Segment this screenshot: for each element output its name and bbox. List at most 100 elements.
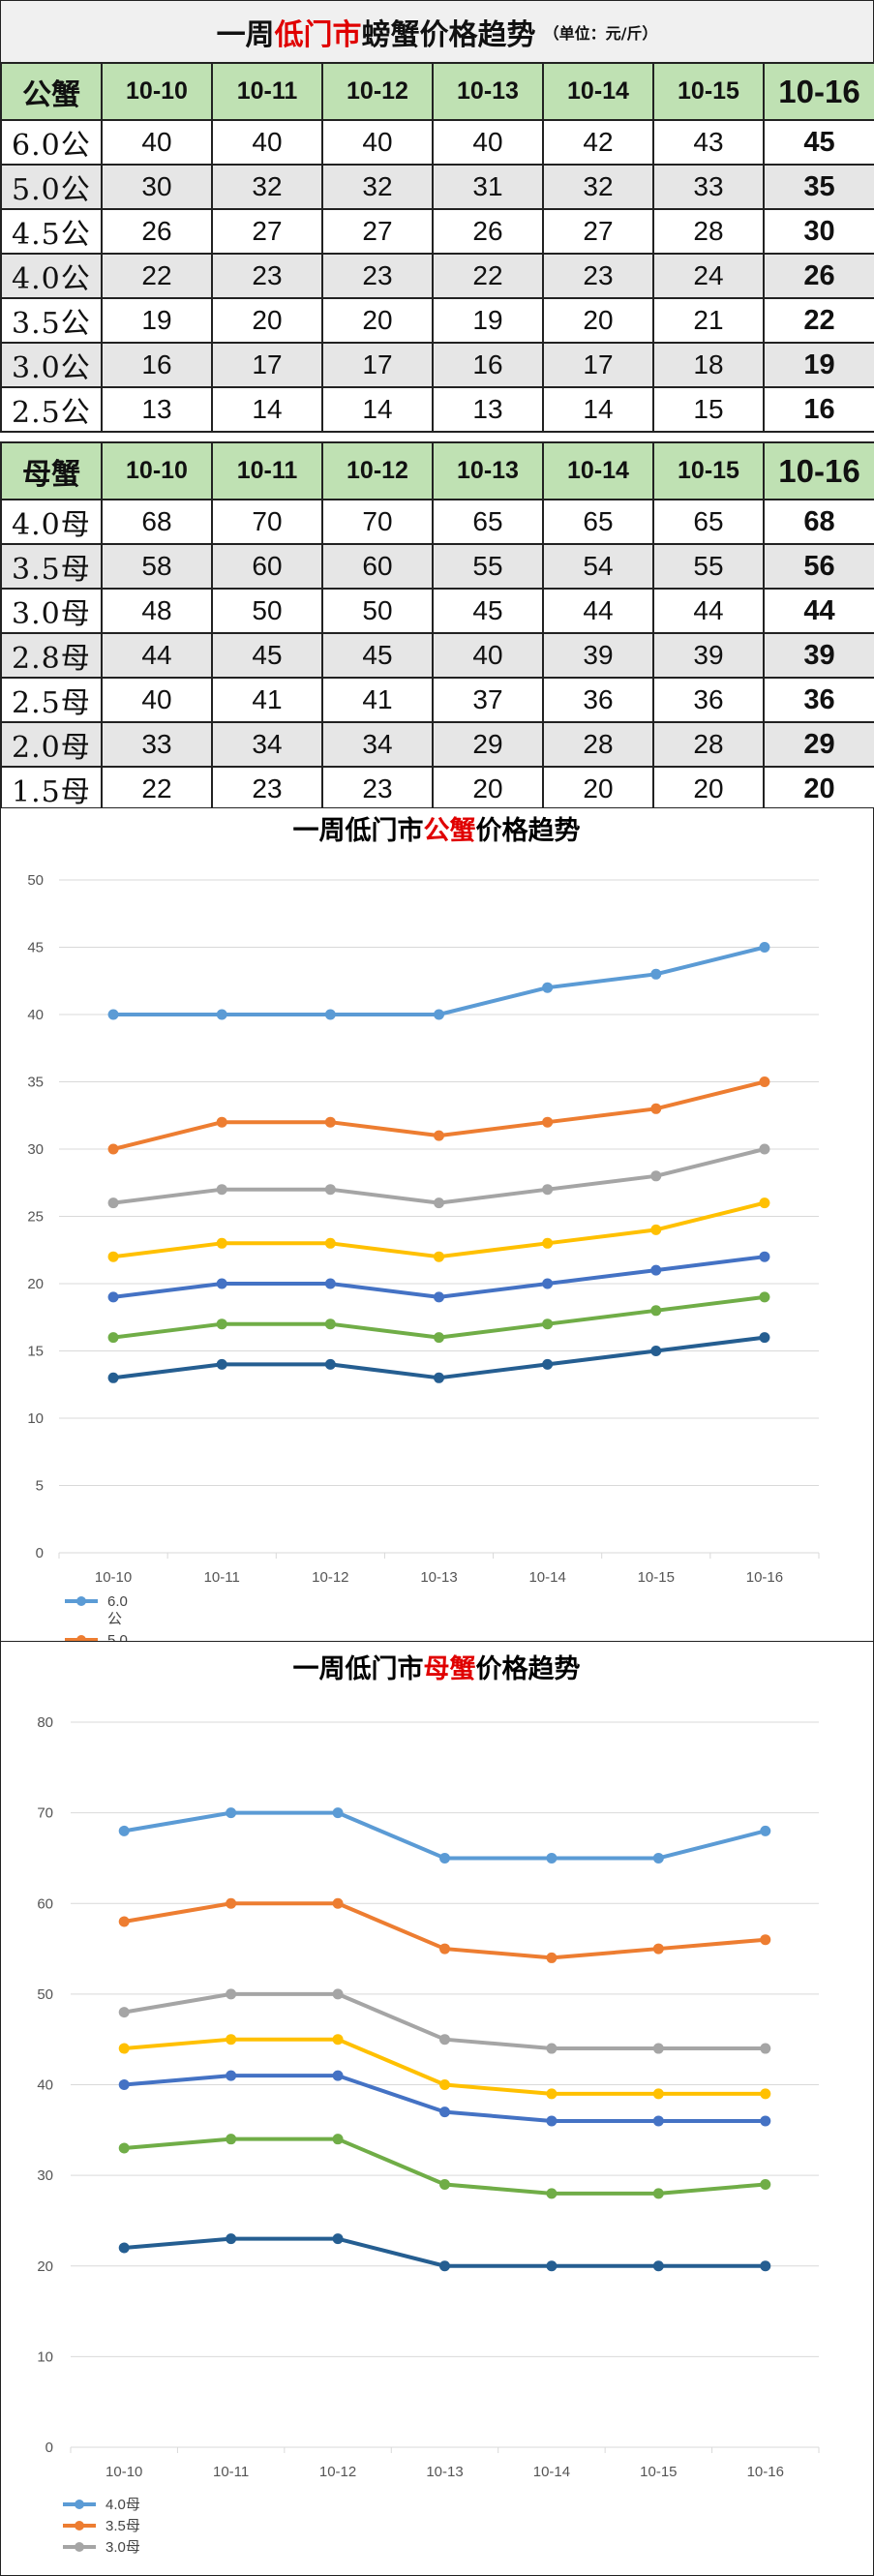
legend-label: 3.0母 xyxy=(105,2539,140,2556)
data-point xyxy=(759,1197,770,1209)
price-cell: 40 xyxy=(101,677,213,723)
y-tick-label: 10 xyxy=(37,2349,53,2365)
row-size-label: 5.0公 xyxy=(0,164,103,210)
price-cell: 26 xyxy=(101,208,213,255)
price-cell: 55 xyxy=(652,543,765,590)
title-unit: （单位：元/斤） xyxy=(543,23,658,43)
data-point xyxy=(226,2233,237,2245)
chart-title-part: 一周低门市 xyxy=(293,815,424,846)
data-point xyxy=(650,1224,662,1235)
header-date: 10-16 xyxy=(763,62,874,121)
series-line xyxy=(112,1200,766,1259)
price-cell: 23 xyxy=(321,253,434,299)
legend-label: 5.0 xyxy=(107,1632,128,1641)
data-point xyxy=(216,1237,227,1249)
header-date: 10-13 xyxy=(432,62,544,121)
data-point xyxy=(324,1358,336,1370)
row-size-label: 4.0母 xyxy=(0,499,103,545)
data-point xyxy=(332,1988,344,2000)
price-cell: 39 xyxy=(763,632,874,679)
data-point xyxy=(439,2034,450,2046)
x-tick-label: 10-11 xyxy=(204,1569,240,1586)
price-cell: 19 xyxy=(432,297,544,344)
price-cell: 40 xyxy=(321,119,434,166)
price-cell: 45 xyxy=(321,632,434,679)
data-point xyxy=(434,1009,444,1020)
table-row: 2.5母 40 41 41 37 36 36 36 xyxy=(0,677,874,723)
data-point xyxy=(760,1825,771,1836)
price-cell: 36 xyxy=(763,677,874,723)
row-size-label: 2.5公 xyxy=(0,386,103,433)
data-point xyxy=(226,1807,237,1819)
y-tick-label: 30 xyxy=(27,1141,44,1158)
price-cell: 20 xyxy=(542,297,654,344)
data-point xyxy=(118,2242,130,2254)
data-point xyxy=(652,2115,664,2127)
price-cell: 44 xyxy=(652,588,765,634)
price-cell: 19 xyxy=(763,342,874,388)
data-point xyxy=(434,1130,444,1141)
x-tick-label: 10-12 xyxy=(319,2464,356,2480)
price-cell: 41 xyxy=(321,677,434,723)
price-cell: 44 xyxy=(763,588,874,634)
data-point xyxy=(439,1943,450,1955)
data-point xyxy=(760,2115,771,2127)
row-size-label: 6.0公 xyxy=(0,119,103,166)
header-date: 10-11 xyxy=(211,62,323,121)
price-cell: 28 xyxy=(652,208,765,255)
table-row: 1.5母 22 23 23 20 20 20 20 xyxy=(0,766,874,812)
x-tick-label: 10-14 xyxy=(528,1569,565,1586)
data-point xyxy=(332,2233,344,2245)
x-tick-label: 10-16 xyxy=(746,1569,783,1586)
x-tick-label: 10-10 xyxy=(105,2464,142,2480)
price-cell: 35 xyxy=(763,164,874,210)
data-point xyxy=(216,1009,227,1020)
data-point xyxy=(546,1852,558,1864)
data-point xyxy=(332,2070,344,2081)
x-tick-label: 10-13 xyxy=(420,1569,457,1586)
table-row: 2.0母 33 34 34 29 28 28 29 xyxy=(0,721,874,768)
price-cell: 20 xyxy=(763,766,874,812)
price-cell: 31 xyxy=(432,164,544,210)
price-cell: 45 xyxy=(432,588,544,634)
price-cell: 68 xyxy=(101,499,213,545)
price-cell: 22 xyxy=(432,253,544,299)
price-cell: 34 xyxy=(211,721,323,768)
row-size-label: 2.8母 xyxy=(0,632,103,679)
data-point xyxy=(226,1897,237,1909)
female-crab-price-chart: 一周低门市母蟹价格趋势 0 10 20 30 40 50 60 70 80 10-10 10-11 10… xyxy=(0,1641,874,2576)
x-tick-label: 10-13 xyxy=(426,2464,463,2480)
data-point xyxy=(216,1184,227,1196)
price-cell: 23 xyxy=(321,766,434,812)
data-point xyxy=(216,1278,227,1289)
data-point xyxy=(542,982,554,993)
data-point xyxy=(542,1184,554,1196)
data-point xyxy=(546,1952,558,1963)
y-tick-label: 20 xyxy=(27,1276,44,1292)
price-cell: 24 xyxy=(652,253,765,299)
price-cell: 36 xyxy=(652,677,765,723)
price-cell: 16 xyxy=(432,342,544,388)
data-point xyxy=(542,1318,554,1330)
data-point xyxy=(650,1264,662,1276)
y-tick-label: 35 xyxy=(27,1075,44,1091)
series-line xyxy=(112,1147,766,1205)
header-date: 10-16 xyxy=(763,441,874,500)
price-cell: 22 xyxy=(101,766,213,812)
y-tick-label: 60 xyxy=(37,1895,53,1912)
header-date: 10-10 xyxy=(101,62,213,121)
price-cell: 48 xyxy=(101,588,213,634)
data-point xyxy=(650,1103,662,1114)
price-cell: 65 xyxy=(432,499,544,545)
data-point xyxy=(434,1332,444,1344)
female-crab-price-table: 母蟹 10-10 10-11 10-12 10-13 10-14 10-15 10-16 4.0… xyxy=(0,441,874,812)
price-cell: 32 xyxy=(321,164,434,210)
price-cell: 17 xyxy=(211,342,323,388)
price-cell: 20 xyxy=(321,297,434,344)
y-tick-label: 50 xyxy=(37,1986,53,2003)
data-point xyxy=(118,2079,130,2090)
chart-title: 一周低门市公蟹价格趋势 xyxy=(293,815,581,846)
series-line xyxy=(123,1810,767,1861)
header-date: 10-11 xyxy=(211,441,323,500)
x-tick-label: 10-10 xyxy=(95,1569,132,1586)
